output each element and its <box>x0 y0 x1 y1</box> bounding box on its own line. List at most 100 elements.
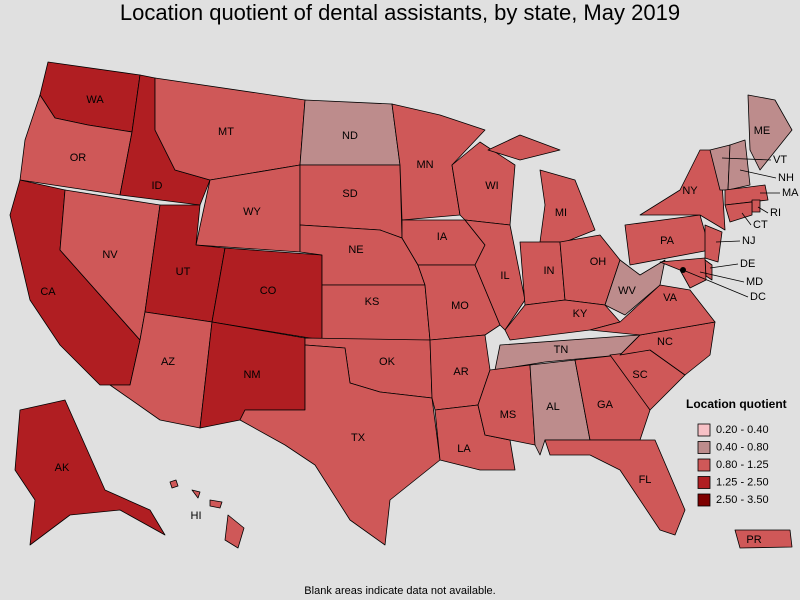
state <box>14 399 166 546</box>
map-title: Location quotient of dental assistants, … <box>120 0 680 25</box>
state-label: MD <box>746 276 763 288</box>
state-labels: WA OR CA NV ID MT WY UT AZ CO NM ND SD NE KS OK TX MN IA MO… <box>40 94 799 546</box>
state <box>704 224 723 263</box>
state-label: KS <box>365 296 380 308</box>
leader-line <box>682 269 749 298</box>
state-label: SD <box>342 188 357 200</box>
state-label: IL <box>500 270 509 282</box>
state <box>751 199 761 213</box>
legend-swatch <box>697 493 711 507</box>
state-label: ID <box>152 180 163 192</box>
state-label: AK <box>55 462 70 474</box>
state-label: OR <box>70 152 87 164</box>
state-label: WA <box>86 94 104 106</box>
state-label: SC <box>632 369 647 381</box>
state-label: CT <box>753 219 768 231</box>
state-label: WI <box>485 180 498 192</box>
state-label: WY <box>243 206 261 218</box>
leader-line <box>709 263 739 269</box>
states <box>9 61 793 549</box>
state-label: NC <box>657 336 673 348</box>
leader-line <box>715 240 741 243</box>
state <box>504 299 621 341</box>
state-label: FL <box>639 474 652 486</box>
state <box>494 334 641 371</box>
state-label: AL <box>546 401 559 413</box>
leader-line <box>699 271 745 283</box>
state-label: NY <box>682 185 698 197</box>
state-label: NM <box>243 369 260 381</box>
state <box>487 134 561 161</box>
state <box>464 219 526 331</box>
legend-label: 1.25 - 2.50 <box>716 476 769 488</box>
state-label: CA <box>40 286 56 298</box>
state-label: PR <box>746 534 761 546</box>
state <box>519 241 566 306</box>
state-label: AR <box>453 366 468 378</box>
state-label: VA <box>663 292 678 304</box>
leader-line <box>741 212 752 226</box>
state <box>589 284 716 336</box>
leader-line <box>739 169 777 179</box>
state <box>747 94 793 171</box>
state <box>604 259 666 316</box>
state-label: UT <box>176 266 191 278</box>
state <box>239 344 441 546</box>
state-label: MA <box>782 187 799 199</box>
state <box>321 284 431 341</box>
state-label: TN <box>554 344 569 356</box>
leader-line <box>757 206 769 214</box>
state <box>209 499 223 509</box>
state <box>191 489 201 499</box>
state-label: ME <box>754 125 771 137</box>
state-label: NV <box>102 249 118 261</box>
legend-swatch <box>697 476 711 489</box>
state-label: MS <box>500 409 517 421</box>
legend-label: 2.50 - 3.50 <box>716 494 769 506</box>
state-label: MT <box>218 126 234 138</box>
state-label: CO <box>260 285 277 297</box>
state-label: IN <box>544 265 555 277</box>
state-label: RI <box>770 207 781 219</box>
state-label: NH <box>778 172 794 184</box>
state <box>727 139 751 191</box>
state <box>224 514 245 549</box>
state-label: IA <box>437 231 448 243</box>
state <box>724 201 753 223</box>
state <box>544 439 686 536</box>
leader-line <box>721 157 772 161</box>
state <box>169 479 179 489</box>
state-label: TX <box>351 432 366 444</box>
state <box>539 169 596 243</box>
legend: 0.20 - 0.40 0.40 - 0.80 0.80 - 1.25 1.25 - … <box>697 423 769 507</box>
legend-label: 0.40 - 0.80 <box>716 441 769 453</box>
state-label: AZ <box>161 356 175 368</box>
state-label: ND <box>342 130 358 142</box>
legend-label: 0.20 - 0.40 <box>716 424 769 436</box>
state-label: NE <box>348 244 363 256</box>
state-label: MN <box>416 159 433 171</box>
footnote: Blank areas indicate data not available. <box>304 585 495 597</box>
state-label: VT <box>773 154 787 166</box>
state-label: GA <box>597 399 614 411</box>
state-label: MO <box>451 300 469 312</box>
legend-swatch <box>697 458 711 472</box>
state-label: WV <box>618 285 636 297</box>
legend-swatch <box>697 441 711 454</box>
state <box>734 529 793 549</box>
state-label: OH <box>590 256 607 268</box>
state-label: KY <box>573 308 588 320</box>
state-label: HI <box>191 510 202 522</box>
state-label: PA <box>660 235 675 247</box>
legend-swatch <box>697 423 711 437</box>
state-label: MI <box>555 207 567 219</box>
legend-label: 0.80 - 1.25 <box>716 459 769 471</box>
state-label: OK <box>379 356 396 368</box>
state-label: DE <box>740 258 755 270</box>
state-label: LA <box>457 443 471 455</box>
legend-title: Location quotient <box>686 397 787 411</box>
state-label: DC <box>750 291 766 303</box>
state-label: NJ <box>742 235 755 247</box>
